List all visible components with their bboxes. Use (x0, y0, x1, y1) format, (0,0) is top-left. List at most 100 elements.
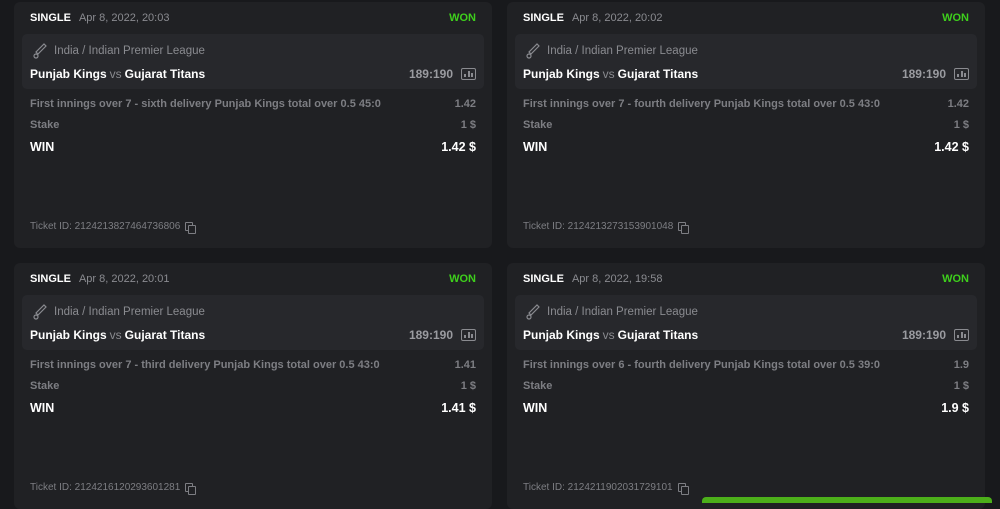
cricket-icon (33, 43, 47, 59)
event-box[interactable]: India / Indian Premier League Punjab Kin… (22, 295, 484, 350)
bet-header: SINGLE Apr 8, 2022, 20:02 WON (523, 10, 969, 26)
win-value: 1.9 $ (941, 401, 969, 415)
bet-date: Apr 8, 2022, 20:03 (78, 12, 170, 24)
event-box[interactable]: India / Indian Premier League Punjab Kin… (22, 34, 484, 89)
stake-value: 1 $ (953, 380, 969, 392)
bet-date: Apr 8, 2022, 20:01 (78, 273, 170, 285)
league: India / Indian Premier League (523, 304, 969, 320)
bet-card[interactable]: SINGLE Apr 8, 2022, 20:02 WON India / In… (507, 2, 985, 248)
ticket-id: Ticket ID: 2124216120293601281 (30, 482, 197, 495)
status-badge: WON (942, 12, 969, 24)
market-row: First innings over 7 - fourth delivery P… (523, 97, 969, 111)
ticket-id: Ticket ID: 2124213827464736806 (30, 221, 197, 234)
home-team: Punjab Kings (523, 328, 600, 342)
ticket-id-text: Ticket ID: 2124216120293601281 (30, 482, 181, 493)
league-name: India / Indian Premier League (54, 306, 205, 318)
score: 189:190 (901, 328, 946, 342)
away-team: Gujarat Titans (124, 328, 206, 342)
score: 189:190 (408, 67, 453, 81)
copy-icon[interactable] (678, 221, 690, 234)
bet-type: SINGLE (30, 273, 71, 285)
stats-icon[interactable] (954, 329, 969, 341)
win-row: WIN 1.9 $ (523, 401, 969, 415)
stats-icon[interactable] (461, 329, 476, 341)
market-row: First innings over 6 - fourth delivery P… (523, 358, 969, 372)
score: 189:190 (901, 67, 946, 81)
event-row: Punjab Kings vs Gujarat Titans 189:190 (523, 328, 969, 342)
stats-icon[interactable] (954, 68, 969, 80)
league: India / Indian Premier League (30, 43, 476, 59)
odds: 1.42 (947, 98, 969, 110)
vs-label: vs (602, 67, 615, 81)
home-team: Punjab Kings (30, 67, 107, 81)
bet-card[interactable]: SINGLE Apr 8, 2022, 20:01 WON India / In… (14, 263, 492, 509)
win-value: 1.41 $ (441, 401, 476, 415)
stake-row: Stake 1 $ (30, 118, 476, 132)
win-label: WIN (523, 401, 548, 415)
market: First innings over 6 - fourth delivery P… (523, 359, 880, 371)
stake-row: Stake 1 $ (30, 379, 476, 393)
vs-label: vs (109, 328, 122, 342)
bet-type: SINGLE (523, 12, 564, 24)
copy-icon[interactable] (185, 221, 197, 234)
status-badge: WON (449, 273, 476, 285)
market: First innings over 7 - third delivery Pu… (30, 359, 380, 371)
stake-row: Stake 1 $ (523, 118, 969, 132)
win-value: 1.42 $ (934, 140, 969, 154)
win-label: WIN (30, 401, 55, 415)
away-team: Gujarat Titans (617, 328, 699, 342)
bet-date: Apr 8, 2022, 20:02 (571, 12, 663, 24)
cricket-icon (526, 43, 540, 59)
status-badge: WON (449, 12, 476, 24)
event-row: Punjab Kings vs Gujarat Titans 189:190 (523, 67, 969, 81)
cricket-icon (526, 304, 540, 320)
bet-type: SINGLE (523, 273, 564, 285)
win-value: 1.42 $ (441, 140, 476, 154)
odds: 1.42 (454, 98, 476, 110)
bet-card[interactable]: SINGLE Apr 8, 2022, 19:58 WON India / In… (507, 263, 985, 509)
bet-card[interactable]: SINGLE Apr 8, 2022, 20:03 WON India / In… (14, 2, 492, 248)
ticket-id-text: Ticket ID: 2124211902031729101 (523, 482, 673, 493)
stake-label: Stake (30, 380, 60, 392)
event-box[interactable]: India / Indian Premier League Punjab Kin… (515, 295, 977, 350)
stake-value: 1 $ (460, 119, 476, 131)
event-row: Punjab Kings vs Gujarat Titans 189:190 (30, 67, 476, 81)
event-box[interactable]: India / Indian Premier League Punjab Kin… (515, 34, 977, 89)
away-team: Gujarat Titans (617, 67, 699, 81)
league-name: India / Indian Premier League (547, 45, 698, 57)
league-name: India / Indian Premier League (547, 306, 698, 318)
teams: Punjab Kings vs Gujarat Titans (523, 328, 698, 342)
vs-label: vs (109, 67, 122, 81)
league-name: India / Indian Premier League (54, 45, 205, 57)
stake-value: 1 $ (460, 380, 476, 392)
status-badge: WON (942, 273, 969, 285)
league: India / Indian Premier League (30, 304, 476, 320)
win-label: WIN (523, 140, 548, 154)
green-action-bar[interactable] (702, 497, 992, 503)
teams: Punjab Kings vs Gujarat Titans (30, 328, 205, 342)
score: 189:190 (408, 328, 453, 342)
odds: 1.9 (953, 359, 969, 371)
vs-label: vs (602, 328, 615, 342)
win-row: WIN 1.42 $ (523, 140, 969, 154)
ticket-id-text: Ticket ID: 2124213827464736806 (30, 221, 181, 232)
bet-header: SINGLE Apr 8, 2022, 19:58 WON (523, 271, 969, 287)
stats-icon[interactable] (461, 68, 476, 80)
stake-label: Stake (523, 380, 553, 392)
market: First innings over 7 - sixth delivery Pu… (30, 98, 381, 110)
stake-row: Stake 1 $ (523, 379, 969, 393)
away-team: Gujarat Titans (124, 67, 206, 81)
copy-icon[interactable] (677, 482, 689, 495)
home-team: Punjab Kings (523, 67, 600, 81)
ticket-id-text: Ticket ID: 2124213273153901048 (523, 221, 674, 232)
stake-value: 1 $ (953, 119, 969, 131)
bet-header: SINGLE Apr 8, 2022, 20:01 WON (30, 271, 476, 287)
ticket-id: Ticket ID: 2124213273153901048 (523, 221, 690, 234)
league: India / Indian Premier League (523, 43, 969, 59)
teams: Punjab Kings vs Gujarat Titans (523, 67, 698, 81)
copy-icon[interactable] (185, 482, 197, 495)
win-row: WIN 1.41 $ (30, 401, 476, 415)
bet-type: SINGLE (30, 12, 71, 24)
win-row: WIN 1.42 $ (30, 140, 476, 154)
teams: Punjab Kings vs Gujarat Titans (30, 67, 205, 81)
